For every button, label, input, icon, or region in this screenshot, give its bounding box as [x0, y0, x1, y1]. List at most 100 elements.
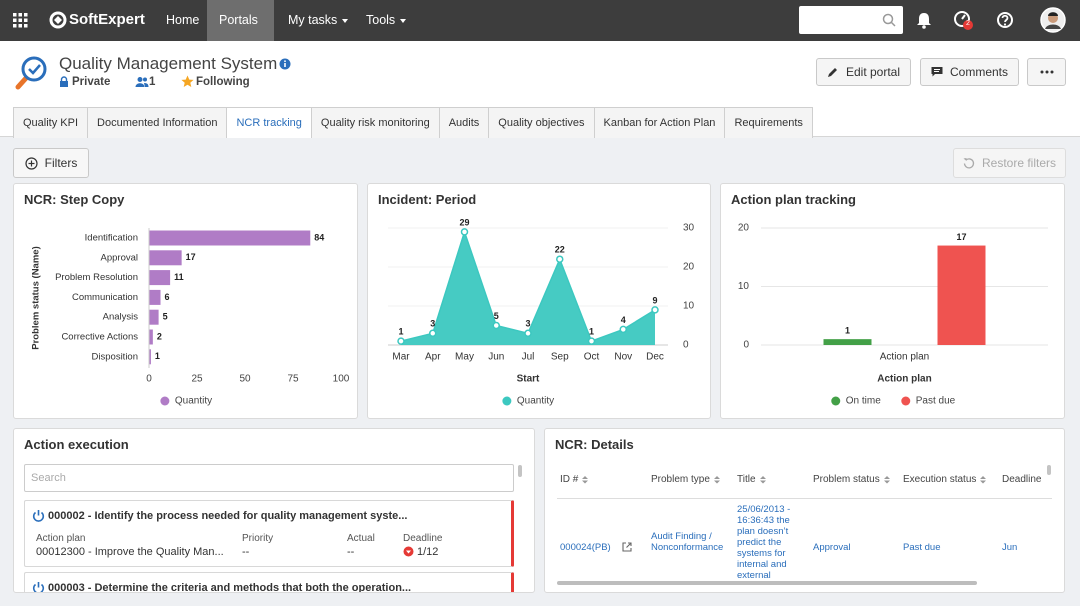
bar	[149, 230, 311, 246]
tab[interactable]: Quality objectives	[488, 107, 595, 138]
search-input[interactable]: Search	[24, 464, 514, 492]
button-label: Edit portal	[845, 65, 901, 79]
tab-bar: Quality KPI Documented Information NCR t…	[13, 107, 813, 138]
chart-widget: Incident: Period 0 10 20 30 1 3 29 5 3 22 1 4 9 Mar Ap…	[367, 183, 711, 419]
h-scrollbar[interactable]	[557, 581, 977, 585]
bar	[149, 309, 159, 325]
tab[interactable]: Requirements	[724, 107, 813, 138]
column-header[interactable]: Deadline	[1002, 474, 1041, 485]
privacy: Private	[72, 76, 111, 88]
bar	[149, 329, 153, 345]
tab[interactable]: Quality risk monitoring	[310, 107, 440, 138]
tab-active[interactable]: NCR tracking	[226, 107, 312, 138]
avatar[interactable]	[1040, 7, 1066, 33]
late-icon	[403, 546, 414, 557]
y-tick-label: 20	[738, 223, 750, 234]
notifications-icon[interactable]	[915, 11, 933, 29]
data-label: 11	[174, 272, 184, 282]
edit-portal-button[interactable]: Edit portal	[816, 58, 911, 86]
legend: On time Past due	[831, 396, 956, 407]
nav-item[interactable]: Portals	[207, 0, 274, 63]
column-label: Execution status	[903, 474, 977, 485]
legend-label: Quantity	[175, 396, 212, 407]
filters-button[interactable]: Filters	[13, 148, 89, 178]
pencil-icon	[827, 68, 837, 77]
sort-arrow	[713, 475, 720, 484]
y-tick-label: Disposition	[92, 351, 138, 362]
plus-icon	[25, 156, 38, 170]
icon-shape	[622, 542, 632, 552]
y-tick-label: Identification	[85, 233, 138, 244]
column-label: Deadline	[1002, 474, 1042, 485]
tab[interactable]: Documented Information	[87, 107, 228, 138]
external-link-icon[interactable]	[622, 542, 632, 552]
nav-item[interactable]: Home	[166, 13, 200, 27]
y-tick-label: 30	[683, 223, 695, 234]
table-cell: Audit Finding / Nonconformance	[651, 530, 724, 553]
restore-filters-button[interactable]: Restore filters	[953, 148, 1066, 178]
info-icon[interactable]	[279, 58, 291, 70]
legend-swatch	[901, 396, 911, 406]
sort-arrow	[883, 475, 890, 484]
data-label: 29	[459, 217, 469, 227]
sort-arrow	[759, 475, 766, 484]
nav-item-label: Tools	[366, 13, 396, 27]
legend-swatch	[160, 396, 170, 406]
data-label: 22	[555, 245, 565, 255]
tasks-icon[interactable]	[953, 10, 975, 32]
column-header[interactable]: Problem type	[651, 474, 721, 485]
chart-widget: Action plan tracking 0 10 20 1 17 Action plan…	[720, 183, 1065, 419]
scrollbar[interactable]	[1047, 465, 1051, 475]
column-header[interactable]: ID #	[560, 474, 589, 485]
field-value: --	[242, 546, 250, 558]
field-label: Action plan	[36, 533, 86, 544]
action-card[interactable]: 000002 - Identify the process needed for…	[24, 500, 514, 567]
chart: Identification Approval Problem Resolution…	[31, 228, 350, 407]
y-tick-label: Corrective Actions	[61, 332, 138, 343]
y-tick-label: 0	[743, 340, 749, 351]
members-count[interactable]: 1	[149, 76, 156, 88]
chart-widget: NCR: Step Copy Identification Approval Pro…	[13, 183, 358, 419]
column-header[interactable]: Problem status	[813, 474, 891, 485]
legend-label: Past due	[916, 396, 956, 407]
column-header[interactable]: Title	[737, 474, 767, 485]
x-tick-label: Action plan	[880, 352, 929, 363]
table: ID # Problem type Title Problem status Execu…	[545, 429, 1064, 592]
help-icon[interactable]	[996, 11, 1014, 29]
comments-button[interactable]: Comments	[920, 58, 1019, 86]
sort-arrow	[582, 475, 589, 484]
bar	[937, 245, 986, 345]
column-header[interactable]: Execution status	[903, 474, 987, 485]
tab[interactable]: Quality KPI	[13, 107, 89, 138]
widget-title: NCR: Details	[555, 437, 634, 452]
nav-item[interactable]: My tasks	[276, 0, 360, 41]
point	[460, 228, 469, 236]
bar	[149, 270, 171, 286]
action-card[interactable]: 000003 - Determine the criteria and meth…	[24, 572, 514, 592]
brand-logo	[49, 11, 67, 29]
apps-icon[interactable]	[13, 13, 28, 28]
search-icon	[882, 13, 896, 27]
more-button[interactable]	[1027, 58, 1066, 86]
table-cell: Approval	[813, 541, 851, 553]
dots-icon	[1040, 70, 1053, 74]
data-label: 9	[652, 295, 657, 305]
brand[interactable]: SoftExpert	[69, 11, 145, 28]
x-tick-label: Mar	[392, 352, 410, 363]
data-label: 1	[589, 326, 594, 336]
search-box[interactable]	[799, 6, 903, 34]
table-cell[interactable]: 000024(PB)	[560, 541, 611, 553]
legend-swatch	[502, 396, 512, 406]
tab[interactable]: Audits	[438, 107, 490, 138]
x-axis-title: Start	[517, 374, 540, 385]
scrollbar[interactable]	[518, 465, 522, 477]
lock-icon	[60, 76, 68, 87]
data-label: 3	[430, 319, 435, 329]
data-label: 1	[155, 351, 160, 361]
tab[interactable]: Kanban for Action Plan	[593, 107, 726, 138]
field-value: 00012300 - Improve the Quality Man...	[36, 546, 224, 558]
x-tick-label: Nov	[614, 352, 632, 363]
nav-item[interactable]: Tools	[354, 0, 418, 41]
following[interactable]: Following	[196, 76, 250, 88]
